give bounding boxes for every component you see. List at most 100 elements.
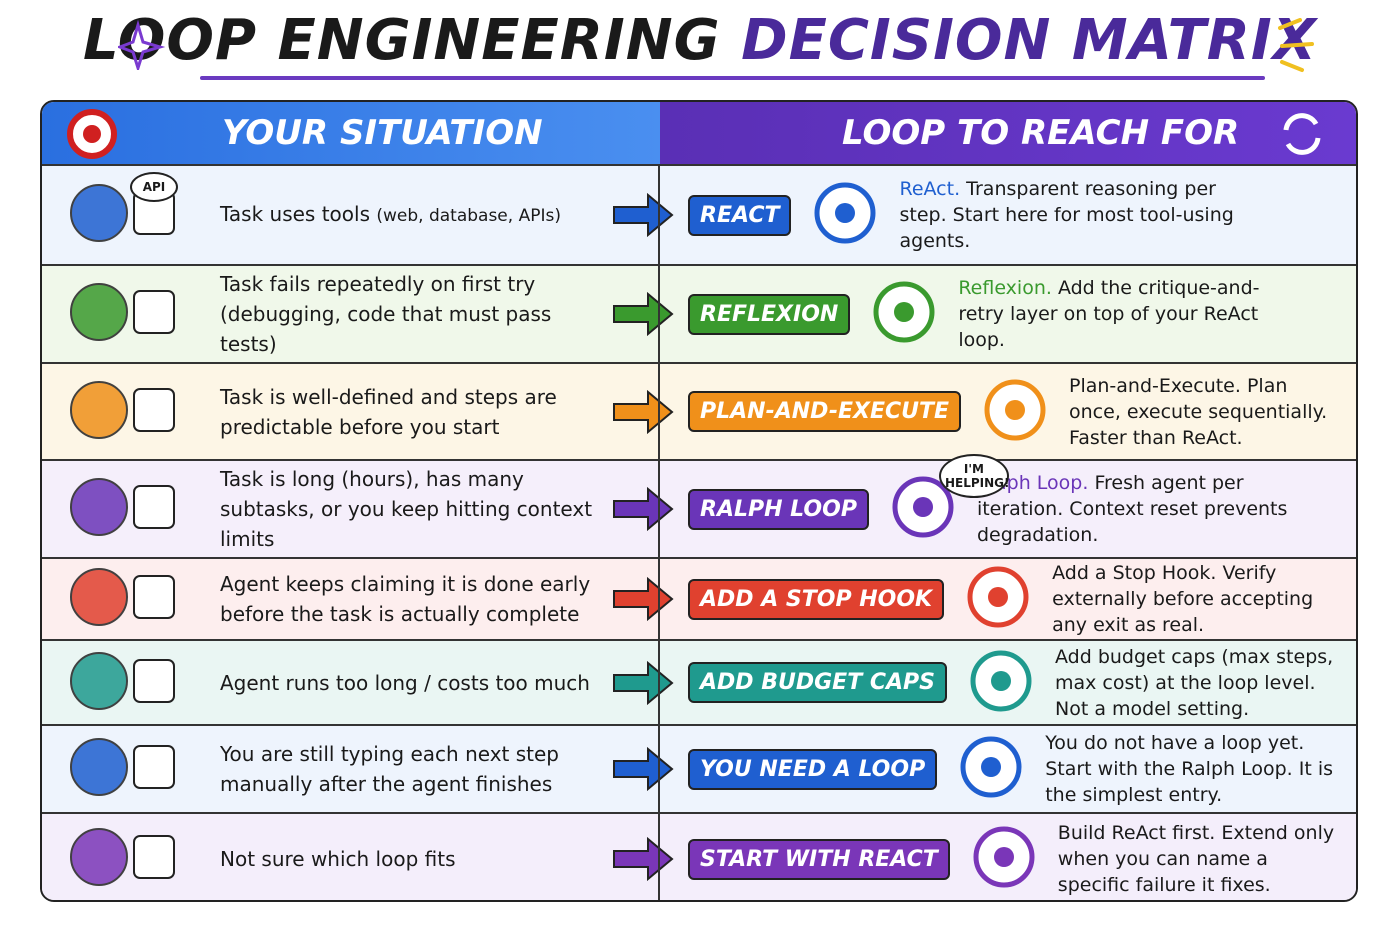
right-header: LOOP TO REACH FOR	[660, 102, 1356, 164]
loop-description: You do not have a loop yet. Start with t…	[1045, 730, 1340, 808]
recommendation: ADD BUDGET CAPS Add budget caps (max step…	[688, 641, 1340, 724]
loop-name: ReAct.	[899, 178, 961, 200]
situation: Not sure which loop fits	[220, 844, 600, 874]
column-divider	[658, 266, 660, 362]
loop-icon	[958, 562, 1038, 636]
icon-art	[70, 651, 175, 710]
recommendation: PLAN-AND-EXECUTE Plan-and-Execute. Plan o…	[688, 364, 1340, 459]
title-main: LOOP ENGINEERING	[83, 8, 721, 73]
column-divider	[658, 814, 660, 900]
situation-icon	[64, 472, 184, 546]
right-header-text: LOOP TO REACH FOR	[842, 113, 1240, 153]
icon-art	[70, 478, 175, 536]
column-divider	[658, 461, 660, 557]
situation-icon	[64, 822, 184, 896]
loop-icon	[975, 375, 1055, 449]
matrix-row: Agent keeps claiming it is done early be…	[42, 557, 1356, 639]
situation-text: Task uses tools	[220, 202, 370, 226]
matrix-row: Task fails repeatedly on first try (debu…	[42, 264, 1356, 362]
left-header-text: YOUR SITUATION	[222, 113, 543, 153]
column-divider	[658, 726, 660, 812]
column-divider	[658, 364, 660, 459]
speech-bubble: I'M HELPING!	[938, 454, 1009, 498]
situation-icon: API	[64, 172, 184, 252]
loop-badge: REACT	[688, 194, 792, 236]
situation-text: You are still typing each next step manu…	[220, 742, 559, 796]
emphasis-lines	[1278, 18, 1314, 72]
recommendation: RALPH LOOP I'M HELPING! Ralph Loop. Fresh …	[688, 454, 1340, 557]
situation: Agent keeps claiming it is done early be…	[220, 569, 600, 629]
description-text: Add a Stop Hook. Verify externally befor…	[1052, 562, 1314, 636]
loop-badge: START WITH REACT	[688, 838, 950, 880]
icon-label: API	[130, 172, 178, 202]
loop-description: Add budget caps (max steps, max cost) at…	[1055, 644, 1340, 722]
description-text: Build ReAct first. Extend only when you …	[1057, 822, 1335, 896]
situation-icon	[64, 277, 184, 351]
situation: Task uses tools (web, database, APIs)	[220, 199, 600, 231]
loop-icon	[964, 822, 1044, 896]
icon-art	[70, 184, 175, 242]
icon-art	[970, 650, 1032, 711]
matrix-row: Not sure which loop fits START WITH REACT…	[42, 812, 1356, 900]
situation: Task fails repeatedly on first try (debu…	[220, 269, 600, 359]
situation-icon	[64, 732, 184, 806]
title-accent: DECISION MATRIX	[741, 8, 1317, 73]
matrix-row: Task is well-defined and steps are predi…	[42, 362, 1356, 459]
situation-icon	[64, 562, 184, 636]
situation-text: Agent keeps claiming it is done early be…	[220, 572, 591, 626]
situation-icon	[64, 646, 184, 720]
situation-text: Task fails repeatedly on first try (debu…	[220, 272, 552, 356]
situation: Task is long (hours), has many subtasks,…	[220, 464, 600, 554]
situation-text: Not sure which loop fits	[220, 847, 456, 871]
left-header: YOUR SITUATION	[42, 102, 660, 164]
loop-icon	[961, 646, 1041, 720]
description-text: You do not have a loop yet. Start with t…	[1045, 732, 1334, 806]
column-divider	[658, 559, 660, 639]
title-underline	[200, 76, 1265, 80]
loop-description: Add a Stop Hook. Verify externally befor…	[1052, 560, 1340, 638]
icon-art	[814, 182, 876, 244]
icon-art	[873, 281, 935, 343]
loop-badge: ADD BUDGET CAPS	[688, 662, 947, 703]
loop-badge: ADD A STOP HOOK	[688, 578, 945, 620]
recommendation: REACT ReAct. Transparent reasoning per st…	[688, 166, 1340, 264]
column-divider	[658, 166, 660, 264]
icon-art	[70, 380, 175, 439]
matrix: YOUR SITUATION LOOP TO REACH FOR API Task…	[40, 100, 1358, 902]
arrow	[613, 837, 674, 881]
icon-art	[960, 736, 1022, 798]
situation-text: Agent runs too long / costs too much	[220, 670, 590, 695]
icon-art	[973, 826, 1035, 888]
loop-badge: REFLEXION	[688, 293, 851, 335]
icon-art	[892, 476, 954, 538]
arrow	[613, 660, 674, 705]
loop-badge: PLAN-AND-EXECUTE	[688, 391, 962, 432]
loop-name: Reflexion.	[958, 277, 1052, 299]
arrow	[613, 747, 674, 791]
icon-art	[967, 566, 1029, 628]
description-text: Plan-and-Execute. Plan once, execute seq…	[1069, 374, 1328, 449]
arrow	[613, 389, 674, 434]
arrow	[613, 193, 674, 237]
arrow	[613, 577, 674, 621]
arrow	[613, 487, 674, 531]
sparkle	[118, 20, 166, 70]
matrix-row: API Task uses tools (web, database, APIs)…	[42, 164, 1356, 264]
loop-description: Reflexion. Add the critique-and-retry la…	[958, 275, 1298, 353]
description-text: Fresh agent per iteration. Context reset…	[976, 472, 1288, 546]
loop-badge: YOU NEED A LOOP	[688, 748, 938, 790]
loop-description: Build ReAct first. Extend only when you …	[1058, 820, 1340, 898]
matrix-row: Agent runs too long / costs too much ADD …	[42, 639, 1356, 724]
situation: Agent runs too long / costs too much	[220, 668, 600, 698]
loop-icon	[805, 178, 885, 252]
column-divider	[658, 641, 660, 724]
loop-description: ReAct. Transparent reasoning per step. S…	[899, 176, 1239, 254]
target-icon	[67, 109, 117, 159]
description-text: Transparent reasoning per step. Start he…	[899, 178, 1234, 252]
loop-icon	[864, 277, 944, 351]
matrix-row: Task is long (hours), has many subtasks,…	[42, 454, 1356, 557]
arrow	[613, 292, 674, 336]
loop-description: Ralph Loop. Fresh agent per iteration. C…	[977, 470, 1317, 548]
situation-text: Task is well-defined and steps are predi…	[220, 384, 557, 439]
